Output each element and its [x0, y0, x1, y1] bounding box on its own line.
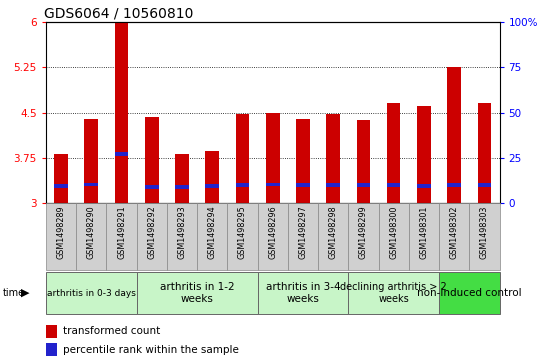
Bar [266, 183, 280, 187]
Bar [54, 184, 68, 188]
Bar [469, 203, 500, 270]
Bar [46, 343, 57, 356]
Bar [137, 203, 167, 270]
Bar [235, 114, 249, 203]
Bar [348, 203, 379, 270]
Bar [266, 113, 280, 203]
Bar [205, 184, 219, 188]
Bar [417, 184, 431, 188]
Bar [288, 203, 318, 270]
Bar [197, 203, 227, 270]
Bar [145, 117, 159, 203]
Text: GSM1498296: GSM1498296 [268, 205, 277, 259]
Text: GSM1498300: GSM1498300 [389, 205, 398, 259]
Bar [114, 22, 129, 203]
Bar [227, 203, 258, 270]
Bar [205, 151, 219, 203]
Bar [175, 154, 189, 203]
Bar [326, 114, 340, 203]
Bar [167, 203, 197, 270]
Bar [137, 272, 258, 314]
Text: GSM1498302: GSM1498302 [450, 205, 458, 259]
Text: GSM1498298: GSM1498298 [329, 205, 338, 259]
Text: arthritis in 1-2
weeks: arthritis in 1-2 weeks [160, 282, 234, 304]
Bar [379, 203, 409, 270]
Bar [145, 185, 159, 189]
Bar [409, 203, 439, 270]
Bar [46, 272, 137, 314]
Bar [326, 183, 340, 187]
Bar [348, 272, 439, 314]
Bar [84, 183, 98, 187]
Text: GSM1498292: GSM1498292 [147, 205, 156, 259]
Text: GSM1498299: GSM1498299 [359, 205, 368, 259]
Bar [46, 203, 76, 270]
Bar [258, 272, 348, 314]
Text: non-induced control: non-induced control [417, 288, 522, 298]
Text: ▶: ▶ [21, 288, 29, 298]
Text: transformed count: transformed count [63, 326, 160, 337]
Bar [439, 203, 469, 270]
Bar [296, 183, 310, 187]
Text: arthritis in 3-4
weeks: arthritis in 3-4 weeks [266, 282, 340, 304]
Bar [439, 272, 500, 314]
Bar [114, 152, 129, 156]
Text: GSM1498290: GSM1498290 [87, 205, 96, 259]
Bar [447, 183, 461, 187]
Text: arthritis in 0-3 days: arthritis in 0-3 days [47, 289, 136, 298]
Bar [477, 103, 491, 203]
Bar [447, 67, 461, 203]
Bar [175, 185, 189, 189]
Text: GSM1498289: GSM1498289 [57, 205, 65, 259]
Bar [387, 183, 401, 187]
Bar [106, 203, 137, 270]
Bar [318, 203, 348, 270]
Text: GSM1498297: GSM1498297 [299, 205, 307, 259]
Text: GSM1498294: GSM1498294 [208, 205, 217, 259]
Bar [258, 203, 288, 270]
Text: GSM1498301: GSM1498301 [420, 205, 428, 259]
Bar [417, 106, 431, 203]
Bar [46, 325, 57, 338]
Text: GSM1498295: GSM1498295 [238, 205, 247, 259]
Bar [356, 183, 370, 187]
Bar [235, 183, 249, 187]
Text: GDS6064 / 10560810: GDS6064 / 10560810 [44, 7, 193, 21]
Text: GSM1498303: GSM1498303 [480, 205, 489, 259]
Bar [84, 119, 98, 203]
Bar [296, 119, 310, 203]
Bar [76, 203, 106, 270]
Bar [356, 120, 370, 203]
Bar [477, 183, 491, 187]
Text: percentile rank within the sample: percentile rank within the sample [63, 344, 239, 355]
Bar [387, 103, 401, 203]
Bar [54, 154, 68, 203]
Text: GSM1498291: GSM1498291 [117, 205, 126, 259]
Text: time: time [3, 288, 25, 298]
Text: declining arthritis > 2
weeks: declining arthritis > 2 weeks [340, 282, 447, 304]
Text: GSM1498293: GSM1498293 [178, 205, 186, 259]
